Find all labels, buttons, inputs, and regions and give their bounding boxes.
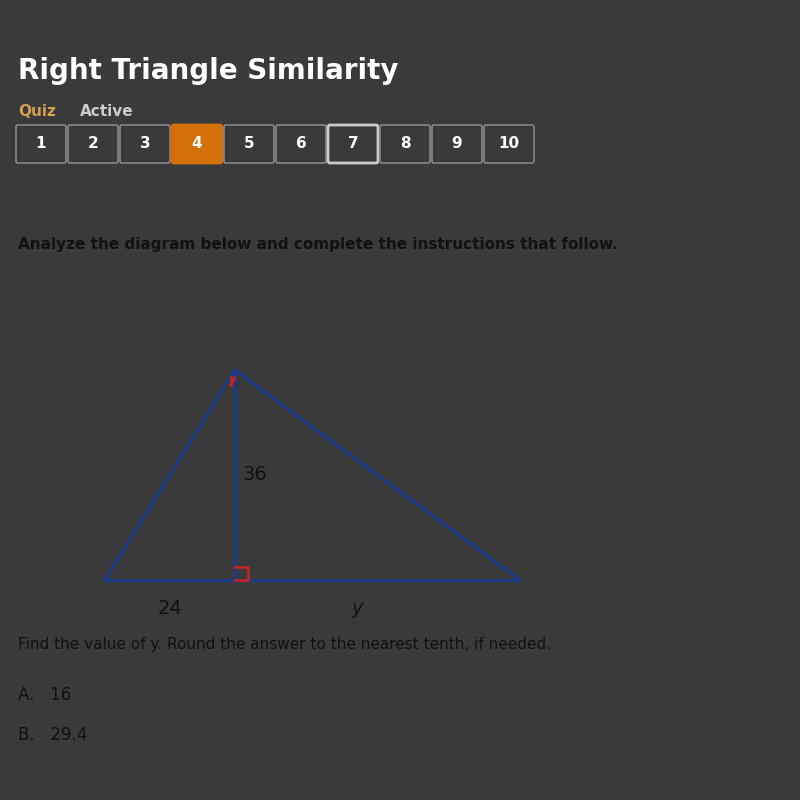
Text: Right Triangle Similarity: Right Triangle Similarity [18, 57, 398, 85]
Text: 1: 1 [36, 137, 46, 151]
FancyBboxPatch shape [172, 125, 222, 163]
Text: 8: 8 [400, 137, 410, 151]
Text: Find the value of y. Round the answer to the nearest tenth, if needed.: Find the value of y. Round the answer to… [18, 638, 551, 653]
Text: 4: 4 [192, 137, 202, 151]
Text: Analyze the diagram below and complete the instructions that follow.: Analyze the diagram below and complete t… [18, 238, 618, 253]
Text: y: y [352, 598, 363, 618]
Text: B.   29.4: B. 29.4 [18, 726, 87, 744]
FancyBboxPatch shape [224, 125, 274, 163]
Text: Active: Active [80, 103, 134, 118]
Text: 2: 2 [88, 137, 98, 151]
Text: 24: 24 [158, 598, 182, 618]
FancyBboxPatch shape [120, 125, 170, 163]
Text: A.   16: A. 16 [18, 686, 71, 704]
FancyBboxPatch shape [276, 125, 326, 163]
FancyBboxPatch shape [68, 125, 118, 163]
FancyBboxPatch shape [328, 125, 378, 163]
Text: 6: 6 [296, 137, 306, 151]
FancyBboxPatch shape [380, 125, 430, 163]
Text: 36: 36 [243, 466, 268, 485]
Text: 3: 3 [140, 137, 150, 151]
Text: 7: 7 [348, 137, 358, 151]
Text: 9: 9 [452, 137, 462, 151]
Text: 5: 5 [244, 137, 254, 151]
FancyBboxPatch shape [432, 125, 482, 163]
FancyBboxPatch shape [484, 125, 534, 163]
Text: 10: 10 [498, 137, 519, 151]
FancyBboxPatch shape [16, 125, 66, 163]
Text: Quiz: Quiz [18, 103, 56, 118]
